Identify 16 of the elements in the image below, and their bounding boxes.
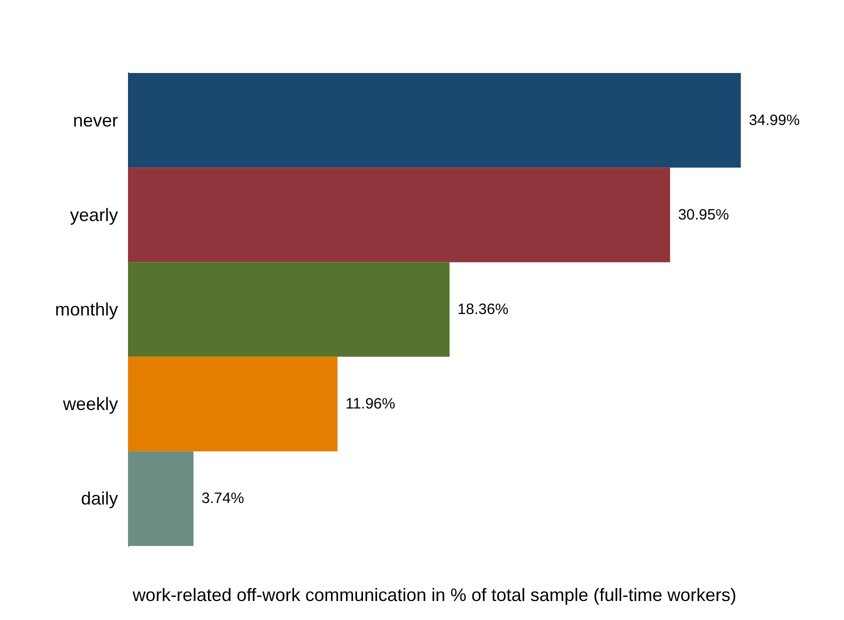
y-tick-label: monthly [54, 300, 118, 320]
bar [128, 451, 194, 546]
bar [128, 168, 670, 262]
data-label: 3.74% [202, 490, 244, 508]
data-label: 34.99% [748, 112, 800, 129]
bar [128, 262, 450, 357]
x-axis-title: work-related off-work communication in % of total sample (full-time workers) [132, 585, 736, 605]
y-tick-label: never [72, 110, 118, 130]
bar [128, 356, 338, 452]
data-label: 18.36% [458, 301, 508, 318]
data-label: 11.96% [345, 396, 396, 413]
y-tick-label: yearly [70, 204, 118, 225]
y-tick-label: daily [80, 488, 118, 509]
bar [128, 73, 741, 168]
data-label: 30.95% [678, 206, 729, 224]
y-tick-label: weekly [62, 394, 118, 414]
